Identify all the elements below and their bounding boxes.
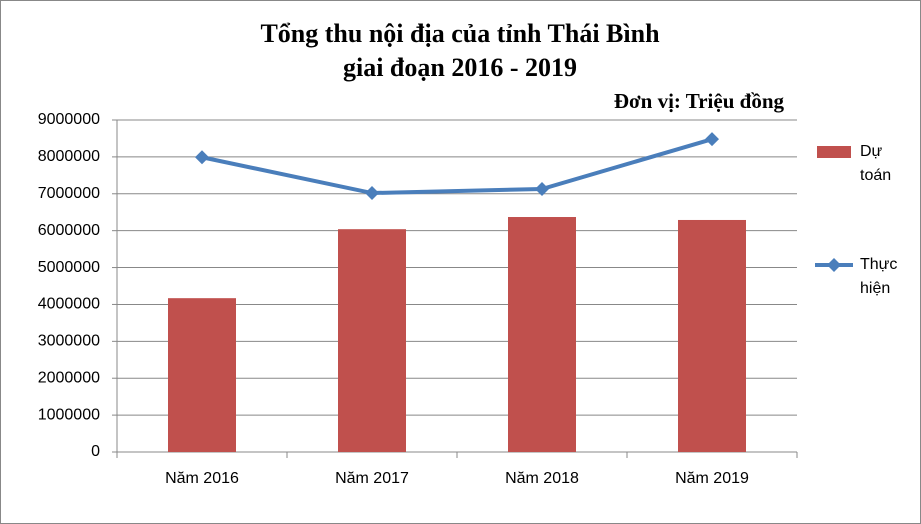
y-tick-label: 6000000 [38, 222, 100, 239]
legend-label: Dự toán [860, 143, 892, 184]
legend-swatch [827, 258, 841, 272]
line-marker [365, 186, 379, 201]
legend-swatch [817, 146, 851, 158]
y-tick-label: 3000000 [38, 333, 100, 350]
bar [338, 229, 406, 452]
y-tick-label: 2000000 [38, 369, 100, 386]
bar [508, 217, 576, 452]
x-tick-label: Năm 2019 [675, 470, 749, 487]
legend-label: Thực hiện [860, 256, 898, 297]
line-marker [195, 150, 209, 165]
y-tick-label: 4000000 [38, 296, 100, 313]
line-marker [535, 181, 549, 196]
x-tick-label: Năm 2018 [505, 470, 579, 487]
bar [678, 219, 746, 452]
x-tick-label: Năm 2016 [165, 470, 239, 487]
chart-title: giai đoạn 2016 - 2019 [343, 53, 577, 82]
y-tick-label: 5000000 [38, 259, 100, 276]
y-tick-label: 1000000 [38, 406, 100, 423]
x-tick-label: Năm 2017 [335, 470, 409, 487]
line-marker [705, 132, 719, 147]
y-tick-label: 7000000 [38, 185, 100, 202]
y-tick-label: 8000000 [38, 148, 100, 165]
y-tick-label: 9000000 [38, 111, 100, 128]
chart-title: Tổng thu nội địa của tỉnh Thái Bình [260, 19, 660, 48]
y-tick-label: 0 [91, 443, 100, 460]
unit-label: Đơn vị: Triệu đồng [614, 89, 785, 113]
bar [168, 298, 236, 452]
line-series [201, 137, 713, 196]
